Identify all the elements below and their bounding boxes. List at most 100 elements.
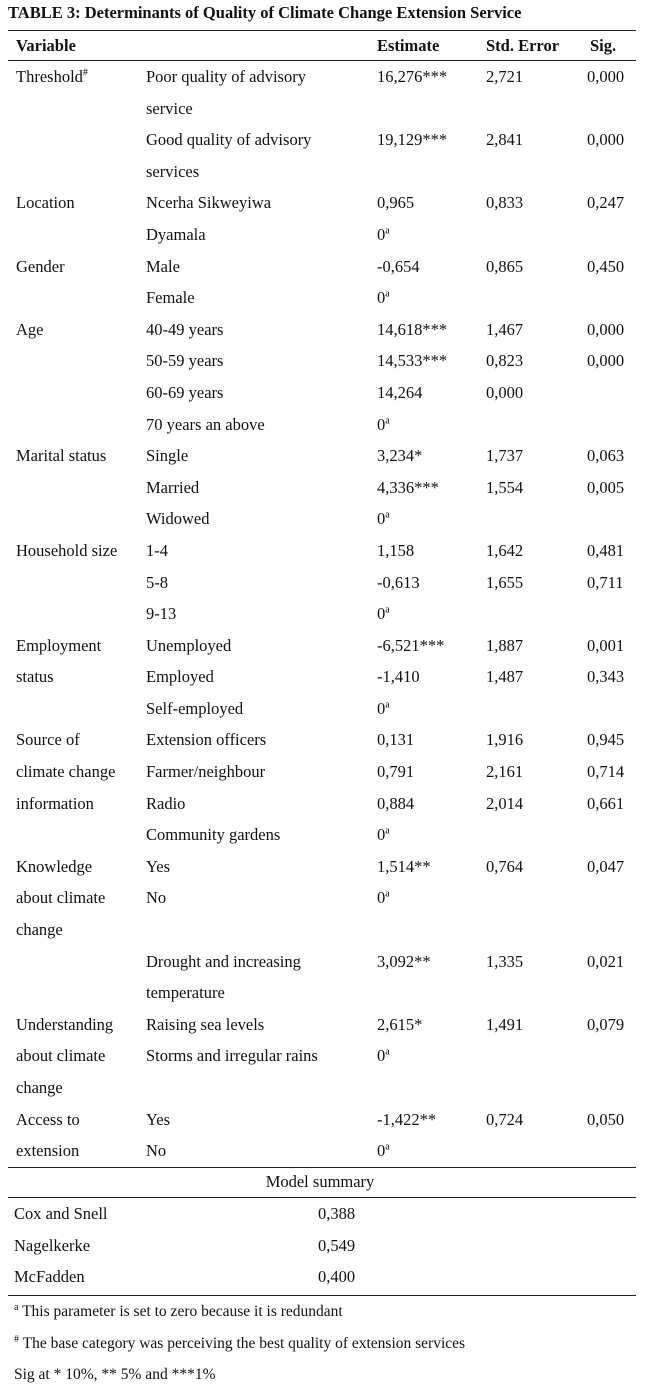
category-line: 60-69 years [146, 382, 224, 402]
footnote-text: This parameter is set to zero because it… [22, 1303, 343, 1320]
category-line: 5-8 [146, 572, 168, 592]
table-row: Female 0a [146, 282, 656, 314]
table-row: Yes -1,422** 0,724 0,050 [146, 1104, 656, 1136]
estimate: 0 [377, 509, 386, 529]
estimate: 0 [377, 224, 386, 244]
sig-cell: 0,661 [587, 788, 656, 820]
estimate: 14,264 [377, 382, 423, 402]
category-cell: Yes [146, 1104, 377, 1136]
category-line: temperature [146, 983, 225, 1003]
model-summary: Cox and Snell 0,388 Nagelkerke 0,549 McFadde… [0, 1198, 656, 1293]
table-row: Raising sea levels 2,615* 1,491 0,079 [146, 1009, 656, 1041]
sig: 0,079 [587, 1014, 625, 1034]
std-error-cell [486, 819, 587, 851]
sig-cell: 0,450 [587, 251, 656, 283]
variable-text: Gender [16, 256, 65, 276]
category-cell: Extension officers [146, 724, 377, 756]
category-line: 40-49 years [146, 319, 224, 339]
table-row: Community gardens 0a [146, 819, 656, 851]
sig-cell: 0,047 [587, 851, 656, 883]
category-line: Widowed [146, 509, 210, 529]
variable-line: Location [16, 187, 146, 219]
estimate-cell: 0a [377, 409, 486, 441]
estimate: 3,092** [377, 951, 431, 971]
variable-text: Employment [16, 635, 102, 655]
sig: 0,063 [587, 446, 625, 466]
std-error-cell: 0,833 [486, 187, 587, 219]
table-row: Married 4,336*** 1,554 0,005 [146, 472, 656, 504]
sig: 0,000 [587, 319, 625, 339]
rule [8, 60, 636, 61]
sig: 0,005 [587, 477, 625, 497]
table-row: 60-69 years 14,264 0,000 [146, 377, 656, 409]
std-error-cell: 1,655 [486, 567, 587, 599]
sig-cell [587, 1040, 656, 1072]
estimate: -1,422** [377, 1109, 437, 1129]
category-line: Self-employed [146, 698, 244, 718]
estimate-cell: 3,092** [377, 946, 486, 1009]
sig: 0,001 [587, 635, 625, 655]
footnote-text: Sig at * 10%, ** 5% and ***1% [14, 1366, 216, 1384]
table-row: Radio 0,884 2,014 0,661 [146, 788, 656, 820]
note-mark: a [385, 888, 390, 900]
std-error: 0,724 [486, 1109, 524, 1129]
category-cell: 40-49 years [146, 314, 377, 346]
sig-cell [587, 409, 656, 441]
estimate-cell: 0a [377, 598, 486, 630]
rule [8, 30, 636, 31]
category-line: Raising sea levels [146, 1014, 265, 1034]
summary-label: McFadden [14, 1267, 85, 1287]
variable-line: information [16, 788, 146, 820]
sig-cell [587, 282, 656, 314]
category-cell: 70 years an above [146, 409, 377, 441]
std-error: 2,161 [486, 762, 524, 782]
table-row: 5-8 -0,613 1,655 0,711 [146, 567, 656, 599]
table-row: Ncerha Sikweyiwa 0,965 0,833 0,247 [146, 187, 656, 219]
footnote-text: The base category was perceiving the bes… [22, 1334, 466, 1352]
category-line: 1-4 [146, 540, 168, 560]
sig: 0,711 [587, 572, 624, 592]
estimate-cell: -1,410 [377, 661, 486, 693]
table-row: Self-employed 0a [146, 693, 656, 725]
category-line: Employed [146, 667, 214, 687]
variable-group: Access to extension Yes -1,422** 0,724 0,050 N… [0, 1104, 656, 1167]
variable-text: Age [16, 319, 44, 339]
std-error-cell [486, 693, 587, 725]
variable-text: Source of [16, 730, 80, 750]
std-error: 1,554 [486, 477, 524, 497]
estimate-cell: 0,965 [377, 187, 486, 219]
category-cell: Storms and irregular rains [146, 1040, 377, 1072]
variable-text: Location [16, 193, 75, 213]
category-line: service [146, 98, 193, 118]
note-mark: a [385, 604, 390, 616]
std-error: 2,721 [486, 67, 524, 86]
estimate: 0 [377, 1046, 386, 1066]
category-cell: Ncerha Sikweyiwa [146, 187, 377, 219]
category-cell: No [146, 1135, 377, 1167]
table-header: Variable Estimate Std. Error Sig. [0, 31, 656, 60]
table-row: No 0a [146, 1135, 656, 1167]
category-line: Storms and irregular rains [146, 1046, 318, 1066]
table-row: Good quality of advisory services 19,129**… [146, 124, 656, 187]
std-error-cell: 1,737 [486, 440, 587, 472]
variable-line: status [16, 661, 146, 693]
category-line: 50-59 years [146, 351, 224, 371]
table-row: 9-13 0a [146, 598, 656, 630]
sig: 0,450 [587, 256, 625, 276]
estimate: 0 [377, 604, 386, 624]
estimate-cell: 1,514** [377, 851, 486, 883]
estimate: 14,618*** [377, 319, 448, 339]
std-error-cell [486, 882, 587, 914]
variable-group: Age 40-49 years 14,618*** 1,467 0,000 50-59 y… [0, 314, 656, 440]
category-line: Dyamala [146, 224, 206, 244]
estimate: 4,336*** [377, 477, 439, 497]
std-error-cell: 0,724 [486, 1104, 587, 1136]
sig-cell: 0,000 [587, 124, 656, 187]
variable-group: Understanding about climate change Raising … [0, 1009, 656, 1104]
variable-cell: Source of climate change information [0, 724, 146, 850]
category-cell: Good quality of advisory services [146, 124, 377, 187]
summary-row: Cox and Snell 0,388 [0, 1198, 656, 1230]
variable-group: Drought and increasing temperature 3,092**… [0, 946, 656, 1009]
estimate-cell: 14,618*** [377, 314, 486, 346]
rows: Poor quality of advisory service 16,276***… [146, 61, 656, 187]
